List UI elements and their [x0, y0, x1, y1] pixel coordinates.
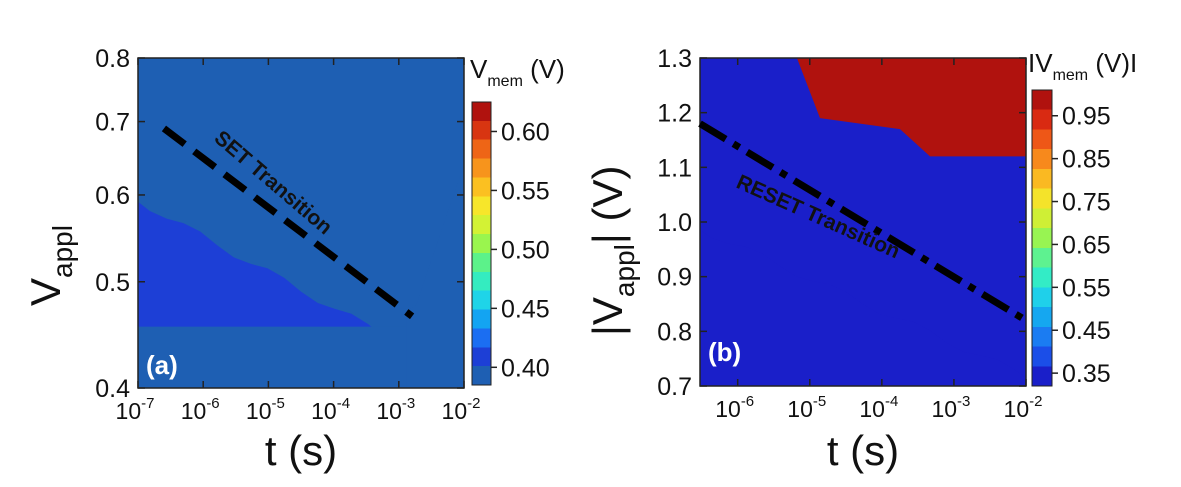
colorbar-b: [1031, 89, 1053, 387]
heatmap-b-saturated-region: [796, 58, 1026, 157]
y-axis-label-a-sub: appl: [47, 225, 78, 278]
panel-b: 1.31.21.11.00.90.80.7 10-6 10-5 10-4 10-3 10…: [584, 45, 1137, 474]
x-tick-label-b-3: 10-3: [931, 393, 970, 422]
x-tick-label-a-4: 10-3: [376, 395, 415, 424]
colorbar-a-title-main: V: [470, 54, 488, 84]
colorbar-tick-label-b-1: 0.85: [1062, 146, 1111, 174]
colorbar-b-ticks: 0.95 0.85 0.75 0.65 0.55 0.45 0.35: [1052, 103, 1111, 388]
x-tick-label-a-3: 10-4: [311, 395, 350, 424]
x-tick-label-a-2: 10-5: [246, 395, 285, 424]
x-tick-label-b-2: 10-4: [859, 393, 898, 422]
y-tick-label-a-1: 0.7: [95, 109, 130, 137]
y-tick-label-b-2: 1.1: [657, 154, 692, 182]
x-axis-label-a: t (s): [265, 427, 337, 474]
colorbar-tick-label-b-2: 0.75: [1062, 189, 1111, 217]
panel-label-b: (b): [708, 337, 741, 367]
y-tick-label-b-3: 1.0: [657, 209, 692, 237]
y-tick-label-b-4: 0.9: [657, 264, 692, 292]
x-tick-label-b-4: 10-2: [1004, 393, 1043, 422]
colorbar-tick-label-b-4: 0.55: [1062, 274, 1111, 302]
colorbar-tick-label-a-1: 0.55: [501, 177, 550, 205]
colorbar-tick-label-a-4: 0.40: [501, 354, 550, 382]
colorbar-a-title: Vmem (V): [470, 54, 565, 90]
y-ticks-a: 0.8 0.7 0.6 0.5 0.4: [95, 45, 464, 403]
colorbar-a-title-tail: (V): [523, 54, 565, 84]
heatmap-band-a-14: [133, 0, 469, 53]
x-tick-label-b-0: 10-6: [715, 393, 754, 422]
y-tick-label-a-4: 0.4: [95, 375, 130, 403]
x-axis-label-b: t (s): [827, 427, 899, 474]
colorbar-tick-label-b-0: 0.95: [1062, 103, 1111, 131]
heatmap-a: [133, 0, 469, 388]
plot-frame-a: [137, 57, 465, 389]
x-ticks-b: 10-6 10-5 10-4 10-3 10-2: [715, 58, 1042, 422]
heatmap-band-a-0: [138, 58, 464, 381]
y-tick-label-b-0: 1.3: [657, 45, 692, 73]
colorbar-b-title-tail: (V)I: [1088, 48, 1137, 78]
colorbar-tick-label-b-6: 0.35: [1062, 360, 1111, 388]
heatmap-a-floor: [138, 326, 413, 388]
y-ticks-b: 1.3 1.2 1.1 1.0 0.9 0.8 0.7: [657, 45, 1026, 401]
colorbar-tick-label-a-3: 0.45: [501, 295, 550, 323]
y-axis-label-a: Vappl: [22, 225, 78, 306]
heatmap-a-bands: [133, 0, 469, 388]
heatmap-a-step-region: [406, 164, 464, 388]
colorbar-tick-label-b-3: 0.65: [1062, 231, 1111, 259]
colorbar-b-title-main: IV: [1028, 48, 1053, 78]
x-tick-label-a-0: 10-7: [116, 395, 155, 424]
colorbar-tick-label-b-5: 0.45: [1062, 317, 1111, 345]
set-transition-line: [161, 125, 415, 320]
panel-a: 0.8 0.7 0.6 0.5 0.4 10-7 10-6 10-5 10-4 10-3 10-2…: [22, 0, 565, 474]
colorbar-b-title: IVmem (V)I: [1028, 48, 1137, 84]
colorbar-a-ticks: 0.60 0.55 0.50 0.45 0.40: [491, 118, 550, 382]
colorbar-a: [471, 101, 492, 386]
y-tick-label-b-5: 0.8: [657, 318, 692, 346]
x-tick-label-a-5: 10-2: [442, 395, 481, 424]
y-tick-label-b-6: 0.7: [657, 373, 692, 401]
colorbar-b-title-sub: mem: [1053, 67, 1089, 84]
panel-label-a: (a): [146, 350, 178, 380]
heatmap-b: [700, 58, 1026, 386]
y-axis-label-b-tail: | (V): [584, 166, 631, 245]
x-tick-label-a-1: 10-6: [181, 395, 220, 424]
colorbar-tick-label-a-0: 0.60: [501, 118, 550, 146]
heatmap-b-bands: [700, 58, 1026, 379]
y-axis-label-b: |Vappl| (V): [584, 166, 640, 336]
y-axis-label-b-sub: appl: [609, 244, 640, 297]
y-tick-label-a-0: 0.8: [95, 45, 130, 73]
x-ticks-a: 10-7 10-6 10-5 10-4 10-3 10-2: [116, 58, 481, 424]
y-axis-label-a-main: V: [22, 278, 69, 306]
reset-transition-line: [698, 120, 1028, 324]
y-tick-label-a-3: 0.5: [95, 269, 130, 297]
y-tick-label-a-2: 0.6: [95, 182, 130, 210]
x-tick-label-b-1: 10-5: [787, 393, 826, 422]
colorbar-a-title-sub: mem: [487, 73, 523, 90]
y-axis-label-b-main: |V: [584, 297, 631, 336]
colorbar-tick-label-a-2: 0.50: [501, 236, 550, 264]
y-tick-label-b-1: 1.2: [657, 100, 692, 128]
